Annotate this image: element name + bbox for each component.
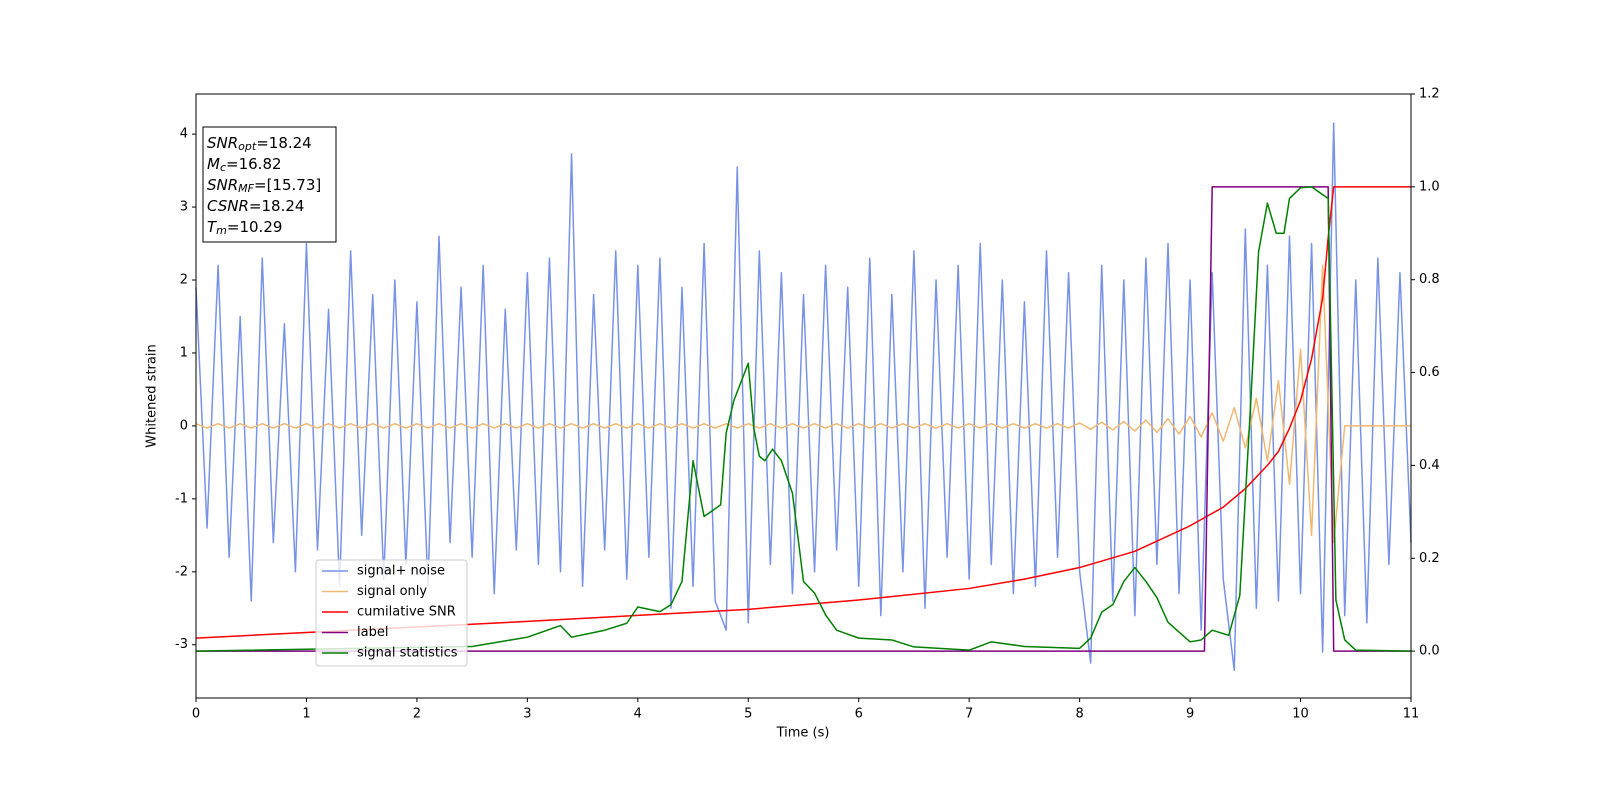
y2-tick-label: 0.0	[1419, 644, 1440, 659]
y2-tick-label: 0.8	[1419, 272, 1440, 287]
y-tick-label: 4	[180, 127, 188, 142]
y-tick-label: -3	[175, 637, 188, 652]
series-line	[195, 186, 1412, 652]
y-axis-label: Whitened strain	[145, 344, 160, 447]
legend-label: signal statistics	[357, 646, 458, 661]
annotation-box	[202, 126, 337, 243]
annotation-name: M	[207, 155, 220, 173]
x-tick-label: 9	[1186, 707, 1194, 722]
y2-tick-label: 1.2	[1419, 87, 1440, 102]
annotation-name: SNR	[207, 134, 238, 152]
series-line	[195, 186, 1411, 639]
x-tick-label: 10	[1292, 707, 1309, 722]
annotation-value: =18.24	[249, 197, 305, 215]
annotation-value: =16.82	[226, 155, 282, 173]
annotation-subscript: m	[216, 224, 227, 237]
annotation: CSNR=18.24	[207, 197, 304, 215]
x-tick-label: 11	[1403, 707, 1420, 722]
plot-frame	[195, 93, 1412, 699]
x-tick-label: 1	[302, 707, 310, 722]
y-tick-label: 2	[180, 273, 188, 288]
y-tick-label: 1	[180, 345, 188, 360]
annotation: SNRopt=18.24	[207, 134, 312, 154]
legend-label: cumilative SNR	[357, 605, 456, 620]
annotation-subscript: opt	[238, 140, 257, 153]
annotation-name: SNR	[207, 176, 238, 194]
x-axis-label: Time (s)	[776, 726, 830, 741]
x-tick-label: 2	[413, 707, 421, 722]
y2-tick-label: 0.6	[1419, 365, 1440, 380]
x-tick-label: 7	[965, 707, 973, 722]
legend-label: signal+ noise	[357, 564, 445, 579]
annotation: Mc=16.82	[207, 155, 282, 175]
annotation: Tm=10.29	[207, 218, 282, 238]
legend-box	[315, 559, 468, 667]
y-tick-label: -2	[175, 564, 188, 579]
annotation-value: =10.29	[227, 218, 283, 236]
annotation: SNRMF=[15.73]	[207, 176, 321, 196]
y2-tick-label: 0.4	[1419, 458, 1440, 473]
y2-tick-label: 0.2	[1419, 551, 1440, 566]
legend-label: label	[357, 625, 388, 640]
y-tick-label: -1	[175, 491, 188, 506]
legend-label: signal only	[357, 584, 427, 599]
x-tick-label: 5	[744, 707, 752, 722]
annotation-name: CSNR	[207, 197, 249, 215]
annotation-subscript: c	[220, 161, 226, 174]
x-tick-label: 0	[192, 707, 200, 722]
annotation-name: T	[207, 218, 218, 236]
x-tick-label: 4	[634, 707, 642, 722]
annotation-value: =[15.73]	[254, 176, 321, 194]
series-line	[196, 186, 1411, 652]
x-tick-label: 3	[523, 707, 531, 722]
y2-tick-label: 1.0	[1419, 179, 1440, 194]
y-tick-label: 0	[180, 418, 188, 433]
x-tick-label: 8	[1075, 707, 1083, 722]
annotation-subscript: MF	[238, 182, 254, 195]
x-tick-label: 6	[855, 707, 863, 722]
y-tick-label: 3	[180, 200, 188, 215]
annotation-value: =18.24	[256, 134, 312, 152]
